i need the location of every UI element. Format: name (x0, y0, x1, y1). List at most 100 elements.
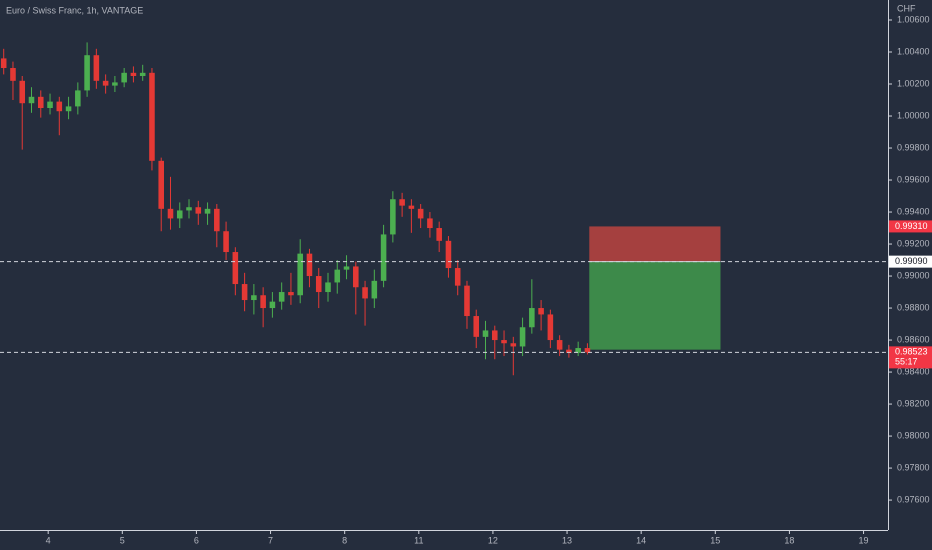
candle-body (334, 269, 341, 283)
candle-body (232, 252, 239, 285)
price-label: 0.99310 (895, 221, 928, 231)
candle-body (47, 101, 53, 109)
y-tick-label: 0.98000 (897, 430, 930, 440)
candle-body (584, 348, 591, 353)
candle-body (464, 285, 470, 317)
x-tick-label: 6 (194, 535, 199, 545)
candle-body (112, 82, 118, 86)
x-tick-label: 11 (414, 535, 423, 545)
countdown-label: 55:17 (895, 357, 918, 367)
y-tick-label: 0.99600 (897, 174, 930, 184)
candle-body (65, 106, 72, 112)
candle-body (223, 231, 229, 253)
candle-body (139, 72, 146, 77)
candle-body (93, 55, 100, 81)
candle-body (510, 343, 517, 347)
candle-body (186, 207, 192, 211)
candle-body (158, 160, 164, 209)
price-label: 0.98523 (895, 347, 928, 357)
x-tick-label: 5 (120, 535, 125, 545)
price-label-box (889, 255, 932, 268)
candle-body (251, 295, 257, 301)
x-tick-label: 12 (488, 535, 498, 545)
candle-body (214, 208, 220, 232)
price-label-box (889, 346, 932, 369)
candle-body (482, 330, 489, 337)
candle-body (408, 205, 415, 209)
chart-title: Euro / Swiss Franc, 1h, VANTAGE (6, 5, 143, 15)
candle-body (390, 199, 396, 235)
y-tick-label: 1.00000 (897, 110, 930, 120)
candle-body (149, 72, 155, 161)
candle-body (28, 96, 35, 104)
x-tick-label: 8 (342, 535, 347, 545)
y-tick-label: 0.99000 (897, 270, 930, 280)
candle-body (121, 72, 127, 83)
candle-body (566, 349, 572, 353)
y-tick-label: 1.00200 (897, 78, 930, 88)
candle-body (325, 282, 331, 293)
candle-body (353, 266, 359, 288)
y-tick-label: 0.99400 (897, 206, 930, 216)
candle-body (491, 330, 498, 341)
candle-body (102, 80, 109, 86)
candle-body (10, 68, 16, 81)
x-tick-label: 18 (784, 535, 794, 545)
y-tick-label: 1.00600 (897, 14, 930, 24)
candle-body (130, 72, 137, 77)
y-tick-label: 0.99800 (897, 142, 930, 152)
y-tick-label: 0.98200 (897, 398, 930, 408)
candle-body (427, 218, 433, 229)
candle-body (269, 301, 276, 309)
candle-body (167, 208, 174, 219)
y-tick-label: 0.99200 (897, 238, 930, 248)
candle-body (306, 253, 313, 277)
x-tick-label: 13 (562, 535, 572, 545)
candle-body (529, 308, 535, 328)
candle-body (519, 327, 526, 347)
candle-body (19, 80, 26, 104)
y-tick-label: 0.98800 (897, 302, 930, 312)
candle-body (454, 268, 461, 286)
candle-body (176, 210, 183, 219)
candle-body (371, 280, 378, 299)
candle-body (380, 234, 387, 281)
candle-body (278, 292, 285, 302)
price-label: 0.99090 (895, 256, 928, 266)
x-tick-label: 4 (46, 535, 51, 545)
x-tick-label: 19 (859, 535, 869, 545)
candle-body (37, 96, 44, 109)
y-tick-label: 1.00400 (897, 46, 930, 56)
candle-body (417, 208, 424, 219)
candle-body (343, 266, 350, 270)
candle-body (556, 340, 563, 350)
x-tick-label: 14 (636, 535, 646, 545)
candle-body (575, 348, 581, 353)
candle-body (297, 253, 303, 296)
x-tick-label: 7 (268, 535, 273, 545)
y-tick-label: 0.97600 (897, 494, 930, 504)
candle-body (288, 292, 294, 296)
candle-body (538, 308, 544, 315)
y-tick-label: 0.97800 (897, 462, 930, 472)
candle-body (501, 340, 507, 344)
target-zone (589, 261, 721, 350)
y-tick-label: 0.98600 (897, 334, 930, 344)
candle-body (75, 90, 81, 107)
price-label-box (889, 220, 932, 233)
stop-zone (589, 226, 721, 262)
currency-label: CHF (897, 3, 916, 13)
x-tick-label: 15 (710, 535, 720, 545)
candle-body (0, 58, 7, 69)
candle-body (204, 208, 211, 214)
candle-body (547, 314, 554, 341)
candle-body (56, 101, 63, 112)
y-tick-label: 0.98400 (897, 366, 930, 376)
candle-body (362, 287, 368, 299)
candle-body (315, 276, 322, 293)
candle-body (260, 295, 266, 309)
candle-body (195, 207, 202, 214)
candle-body (399, 199, 405, 206)
